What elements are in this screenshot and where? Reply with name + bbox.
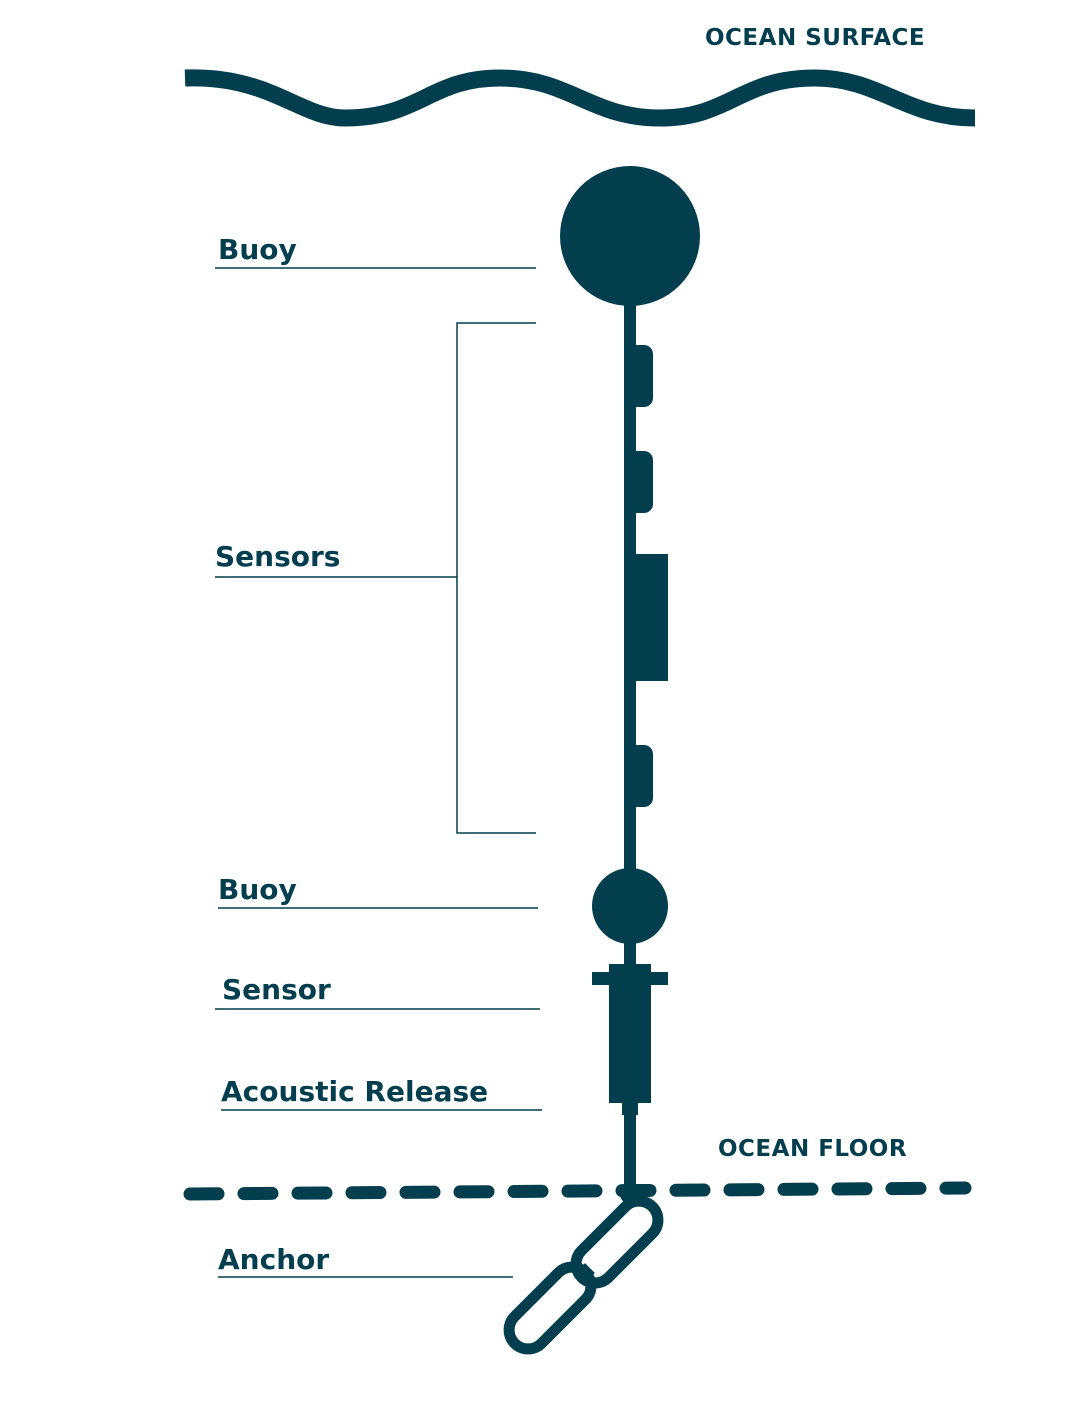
buoy-bottom-shape	[592, 868, 668, 944]
ocean-surface-wave	[184, 69, 976, 127]
sensor-label: Sensor	[222, 973, 331, 1006]
anchor-label: Anchor	[218, 1243, 330, 1276]
buoy-top-shape	[560, 166, 700, 306]
acoustic-release-body	[609, 985, 651, 1103]
sensor-unit-3	[624, 554, 668, 681]
anchor-link-connector	[575, 1263, 595, 1283]
sensors-label: Sensors	[215, 540, 341, 573]
sensor-unit-1	[624, 345, 653, 407]
acoustic-release-tail	[622, 1103, 638, 1115]
sensor-crossbar	[592, 972, 668, 985]
buoy-bottom-label: Buoy	[218, 873, 297, 906]
sensors-bracket	[456, 322, 536, 834]
sensor-unit-2	[624, 451, 653, 513]
acoustic-release-label: Acoustic Release	[221, 1075, 489, 1108]
ocean-floor-line	[183, 1181, 972, 1201]
anchor-shackle	[620, 1184, 640, 1204]
sensor-unit-4	[624, 745, 653, 807]
ocean-floor-label: OCEAN FLOOR	[718, 1136, 908, 1162]
ocean-surface-label: OCEAN SURFACE	[705, 25, 926, 51]
buoy-top-label: Buoy	[218, 233, 297, 266]
